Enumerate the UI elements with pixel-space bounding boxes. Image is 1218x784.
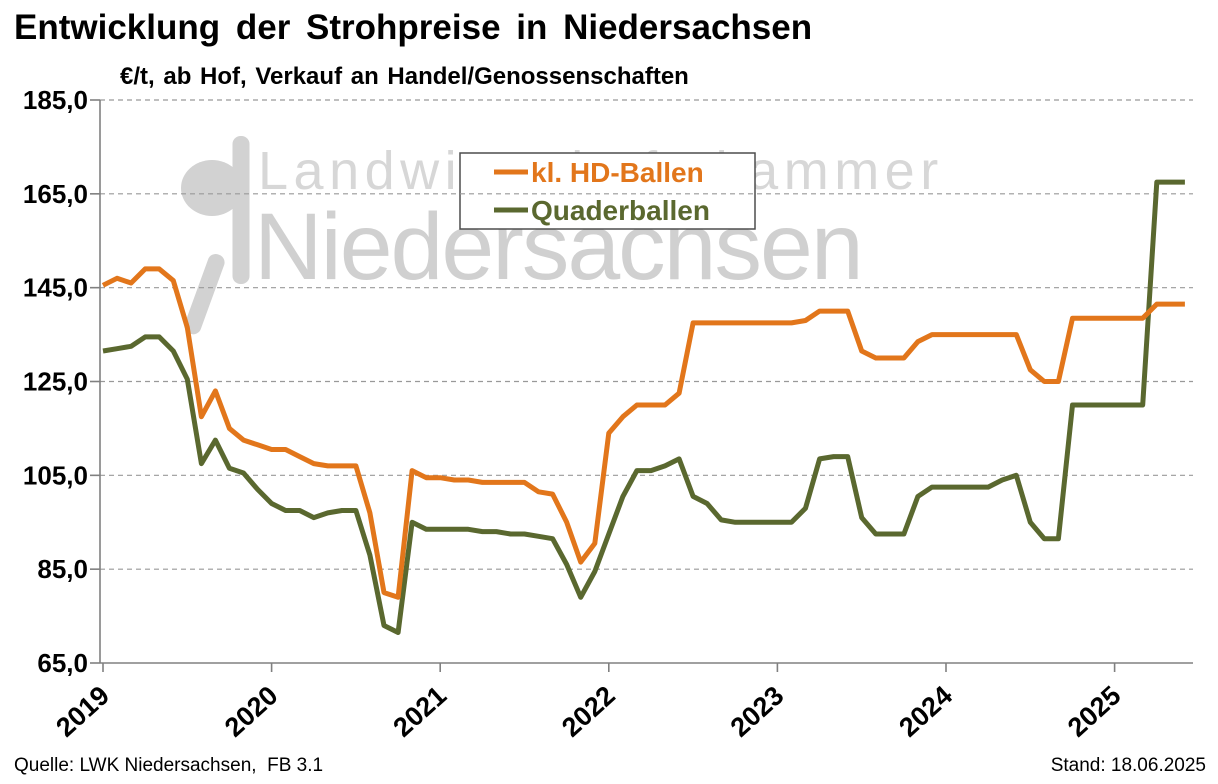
legend-label: Quaderballen [531,195,710,226]
chart-subtitle: €/t, ab Hof, Verkauf an Handel/Genossens… [120,63,689,90]
series-line-kl-hd-ballen [101,266,1185,600]
y-tick-label: 65,0 [37,648,88,678]
watermark-logo-dot [181,160,243,216]
x-tick-label: 2019 [50,680,115,742]
x-tick-label: 2025 [1062,680,1127,742]
legend-label: kl. HD-Ballen [531,157,704,188]
y-tick-label: 85,0 [37,554,88,584]
x-tick-label: 2021 [387,680,452,742]
x-tick-label: 2024 [893,680,958,742]
y-tick-label: 105,0 [23,460,88,490]
y-tick-label: 125,0 [23,367,88,397]
x-tick-label: 2023 [725,680,790,742]
y-tick-label: 145,0 [23,273,88,303]
legend: kl. HD-Ballen Quaderballen [494,157,710,226]
x-tick-label: 2020 [219,680,284,742]
watermark-logo-bar [232,136,250,284]
watermark-logo-stroke [184,254,225,335]
y-axis-labels: 185,0 165,0 145,0 125,0 105,0 85,0 65,0 [23,85,100,678]
y-tick-label: 165,0 [23,179,88,209]
status-date: Stand: 18.06.2025 [1050,755,1206,776]
y-tick-label: 185,0 [23,85,88,115]
x-axis-labels: 2019 2020 2021 2022 2023 2024 2025 [50,663,1127,743]
x-tick-label: 2022 [556,680,621,742]
legend-box [459,152,756,230]
source-note: Quelle: LWK Niedersachsen, FB 3.1 [14,755,324,776]
page-title: Entwicklung der Strohpreise in Niedersac… [14,8,813,47]
series-line-quaderballen [102,179,1185,635]
